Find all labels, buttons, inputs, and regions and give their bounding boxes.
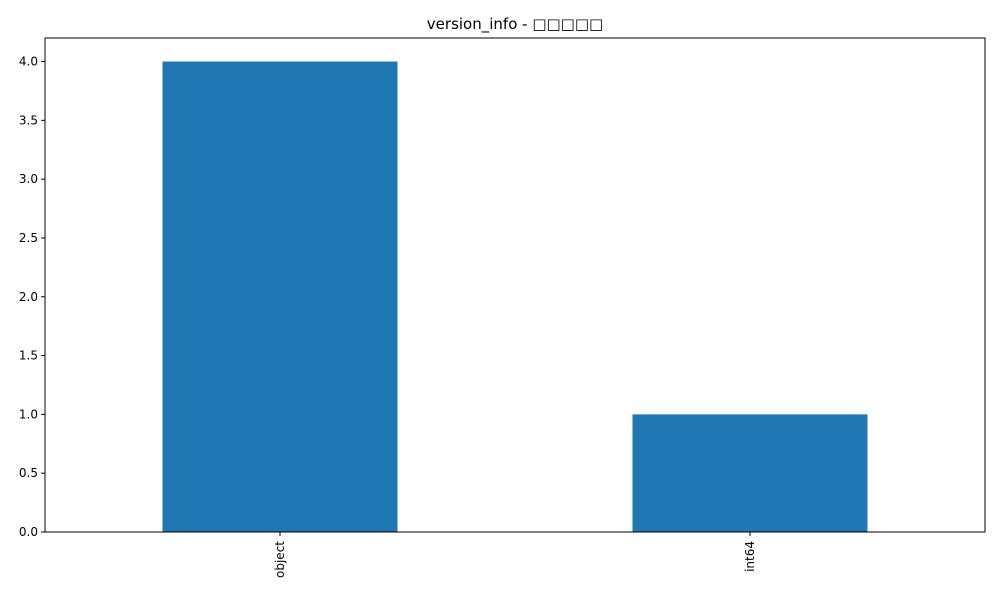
y-tick-label: 1.0 (19, 407, 38, 421)
bar-int64 (632, 414, 868, 532)
x-tick-label: object (273, 541, 287, 578)
y-tick-label: 2.0 (19, 290, 38, 304)
chart-title: version_info - □□□□□ (427, 15, 603, 34)
y-tick-label: 3.0 (19, 172, 38, 186)
x-axis: object int64 (273, 532, 757, 578)
y-tick-label: 4.0 (19, 55, 38, 69)
y-axis: 0.0 0.5 1.0 1.5 2.0 2.5 3.0 3.5 4.0 (19, 55, 45, 539)
x-tick-label: int64 (743, 541, 757, 572)
plot-frame (44, 37, 986, 533)
y-tick-label: 0.5 (19, 466, 38, 480)
bars-layer (162, 61, 868, 533)
y-tick-label: 2.5 (19, 231, 38, 245)
y-tick-label: 1.5 (19, 349, 38, 363)
y-tick-label: 3.5 (19, 113, 38, 127)
bar-object (162, 61, 398, 533)
y-tick-label: 0.0 (19, 525, 38, 539)
